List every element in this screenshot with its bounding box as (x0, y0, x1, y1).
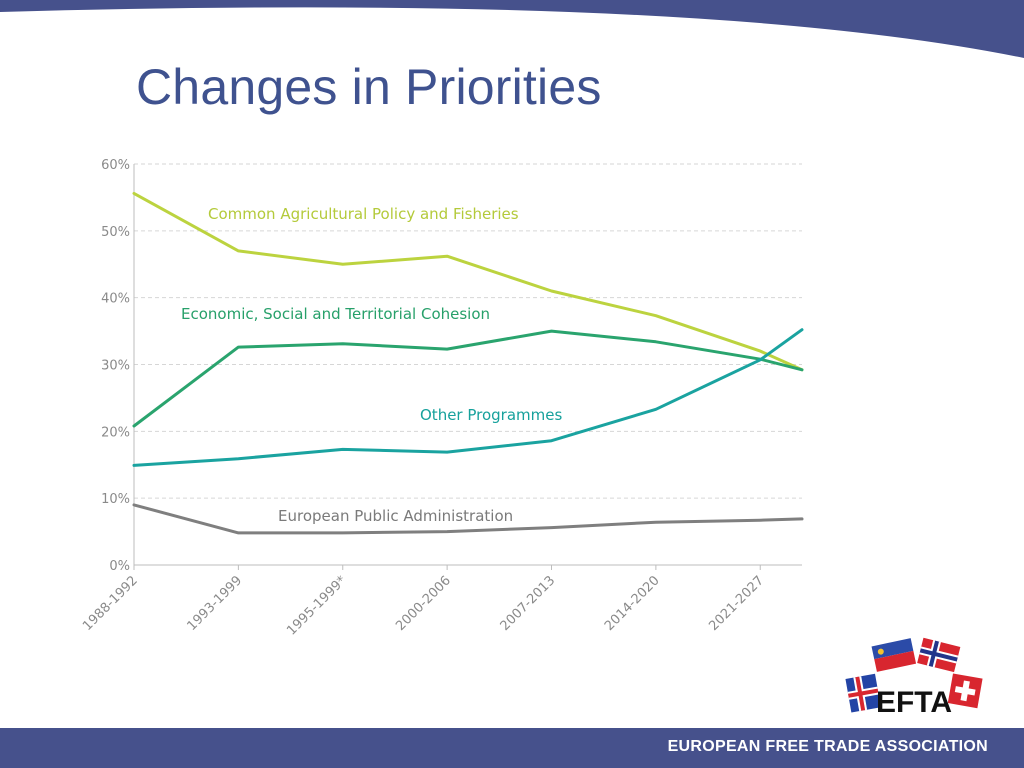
y-tick-label: 30% (101, 359, 130, 374)
switzerland-flag-icon (947, 673, 983, 709)
footer-bar: EUROPEAN FREE TRADE ASSOCIATION (0, 728, 1024, 768)
y-tick-label: 0% (109, 559, 130, 574)
series-line (132, 503, 804, 535)
x-tick-label: 2000-2006 (393, 573, 454, 634)
series-label: European Public Administration (278, 507, 513, 525)
efta-logo-text: EFTA (876, 686, 952, 718)
y-tick-label: 50% (101, 225, 130, 240)
y-tick-label: 40% (101, 292, 130, 307)
liechtenstein-flag-icon (871, 638, 917, 672)
series-label: Common Agricultural Policy and Fisheries (208, 205, 519, 223)
x-tick-label: 1993-1999 (184, 573, 245, 634)
footer-organization-name: EUROPEAN FREE TRADE ASSOCIATION (667, 738, 988, 755)
x-tick-label: 1995-1999* (284, 573, 350, 639)
y-tick-label: 60% (101, 158, 130, 173)
series-label: Other Programmes (420, 406, 562, 424)
y-tick-label: 20% (101, 425, 130, 440)
slide-title: Changes in Priorities (136, 59, 602, 115)
series-line (132, 329, 804, 428)
series-line (132, 191, 804, 372)
top-decorative-band (0, 0, 1024, 58)
iceland-flag-icon (845, 673, 881, 713)
norway-flag-icon (917, 637, 961, 673)
series-line (132, 328, 804, 467)
x-tick-label: 1988-1992 (80, 573, 141, 634)
x-tick-label: 2021-2027 (706, 573, 767, 634)
x-tick-label: 2014-2020 (602, 573, 663, 634)
series-label: Economic, Social and Territorial Cohesio… (181, 305, 490, 323)
y-tick-label: 10% (101, 492, 130, 507)
efta-logo: EFTA (845, 637, 983, 718)
x-tick-label: 2007-2013 (498, 573, 559, 634)
